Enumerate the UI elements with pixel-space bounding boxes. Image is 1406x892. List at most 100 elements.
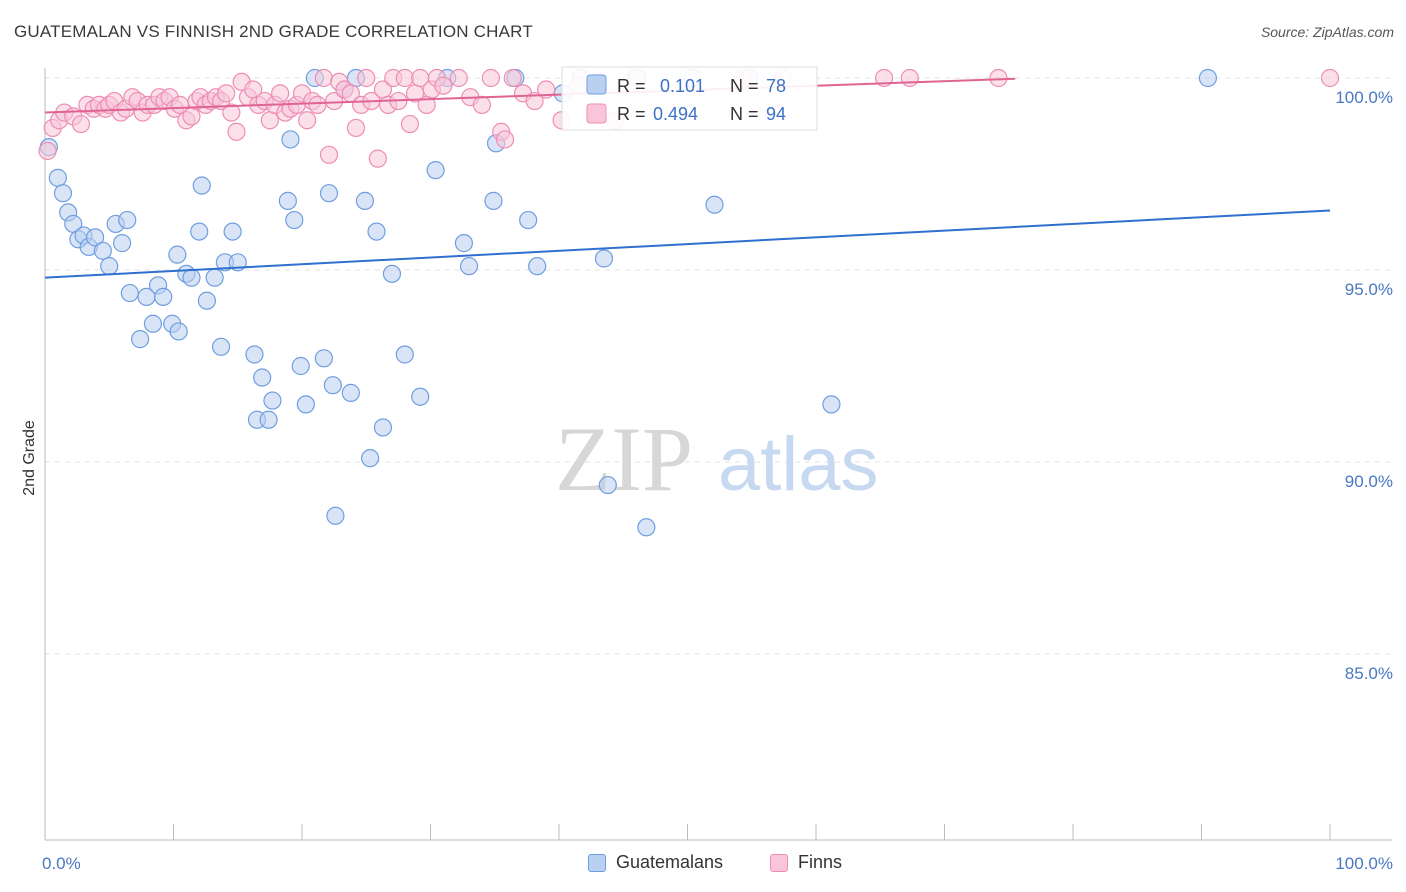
point-guatemalans [211,337,231,356]
point-finns [222,103,241,122]
x-tick-label: 100.0% [1335,854,1393,873]
point-finns [400,114,420,134]
point-guatemalans [296,395,315,414]
point-guatemalans [637,518,656,537]
point-guatemalans [169,322,188,341]
point-guatemalans [192,176,211,195]
point-finns [357,68,376,88]
legend-n-label: N = [730,76,759,96]
point-guatemalans [168,245,187,264]
point-guatemalans [705,195,724,214]
point-finns [1320,68,1340,88]
point-guatemalans [822,395,841,414]
watermark-atlas: atlas [718,422,879,507]
point-guatemalans [118,210,137,230]
legend-r-label: R = [617,76,646,96]
point-guatemalans [395,345,414,364]
point-guatemalans [281,130,300,149]
legend-r-value: 0.494 [653,104,698,124]
chart-title: GUATEMALAN VS FINNISH 2ND GRADE CORRELAT… [14,22,533,41]
point-finns [227,122,246,141]
point-guatemalans [484,191,503,210]
point-finns [260,111,279,130]
legend-item-guatemalans: Guatemalans [588,852,723,873]
legend-swatch-guatemalans [586,74,607,95]
point-finns [395,68,414,88]
point-guatemalans [112,234,132,253]
point-guatemalans [143,314,163,333]
point-finns [434,76,453,95]
point-finns [989,68,1008,88]
point-guatemalans [373,418,393,437]
point-guatemalans [86,228,105,247]
point-guatemalans [528,257,547,276]
point-finns [271,84,290,103]
point-guatemalans [459,257,479,276]
legend-n-value: 78 [766,76,786,96]
legend-label-guatemalans: Guatemalans [616,852,724,872]
point-guatemalans [190,222,209,241]
point-finns [346,118,366,138]
y-tick-label: 95.0% [1345,280,1393,299]
point-finns [308,95,327,114]
point-guatemalans [426,161,445,180]
legend-label-finns: Finns [798,852,843,872]
legend-item-finns: Finns [770,852,842,873]
point-guatemalans [130,330,150,349]
y-tick-label: 85.0% [1345,664,1393,683]
trend-line-finns [44,77,1016,114]
trend-lines [44,77,1331,279]
legend-swatch-guatemalans [588,853,606,872]
point-finns [449,68,468,88]
x-tick-label: 0.0% [42,854,81,873]
point-guatemalans [326,506,345,525]
watermark-zip: ZIP [555,408,693,510]
point-guatemalans [341,383,360,402]
point-guatemalans [100,257,119,276]
point-finns [495,130,515,149]
point-guatemalans [519,210,538,230]
point-finns [217,84,236,103]
point-guatemalans [259,410,278,429]
trend-line-guatemalans [44,209,1331,279]
point-guatemalans [93,241,112,260]
y-tick-labels: 100.0% 95.0% 90.0% 85.0% [1335,88,1393,683]
y-tick-label: 90.0% [1345,472,1393,491]
point-guatemalans [263,391,282,410]
point-finns [319,145,339,164]
grid-lines [45,77,1392,655]
point-finns [71,114,91,134]
point-guatemalans [594,249,614,268]
point-guatemalans [454,234,474,253]
legend-swatch-finns [770,853,788,872]
point-guatemalans [361,449,380,468]
point-guatemalans [355,191,375,210]
point-guatemalans [154,287,173,306]
point-guatemalans [245,345,264,364]
point-guatemalans [48,168,67,187]
point-guatemalans [411,387,430,406]
legend-n-label: N = [730,104,759,124]
point-guatemalans [382,264,402,283]
point-guatemalans [367,222,386,241]
x-tick-labels: 0.0% 100.0% [42,854,1393,873]
point-finns [481,68,500,88]
legend-r-value: 0.101 [660,76,705,96]
point-guatemalans [197,291,217,310]
point-guatemalans [205,268,224,287]
point-finns [314,68,333,88]
data-points [38,68,1340,537]
point-guatemalans [314,349,333,368]
point-finns [525,91,544,111]
point-guatemalans [223,222,242,241]
legend-n-value: 94 [766,104,786,124]
point-guatemalans [182,268,201,287]
y-axis-label: 2nd Grade [21,420,38,496]
point-guatemalans [120,283,139,303]
point-finns [38,141,57,161]
y-tick-label: 100.0% [1335,88,1393,107]
point-finns [537,80,556,99]
point-guatemalans [253,368,272,387]
point-guatemalans [319,184,339,203]
